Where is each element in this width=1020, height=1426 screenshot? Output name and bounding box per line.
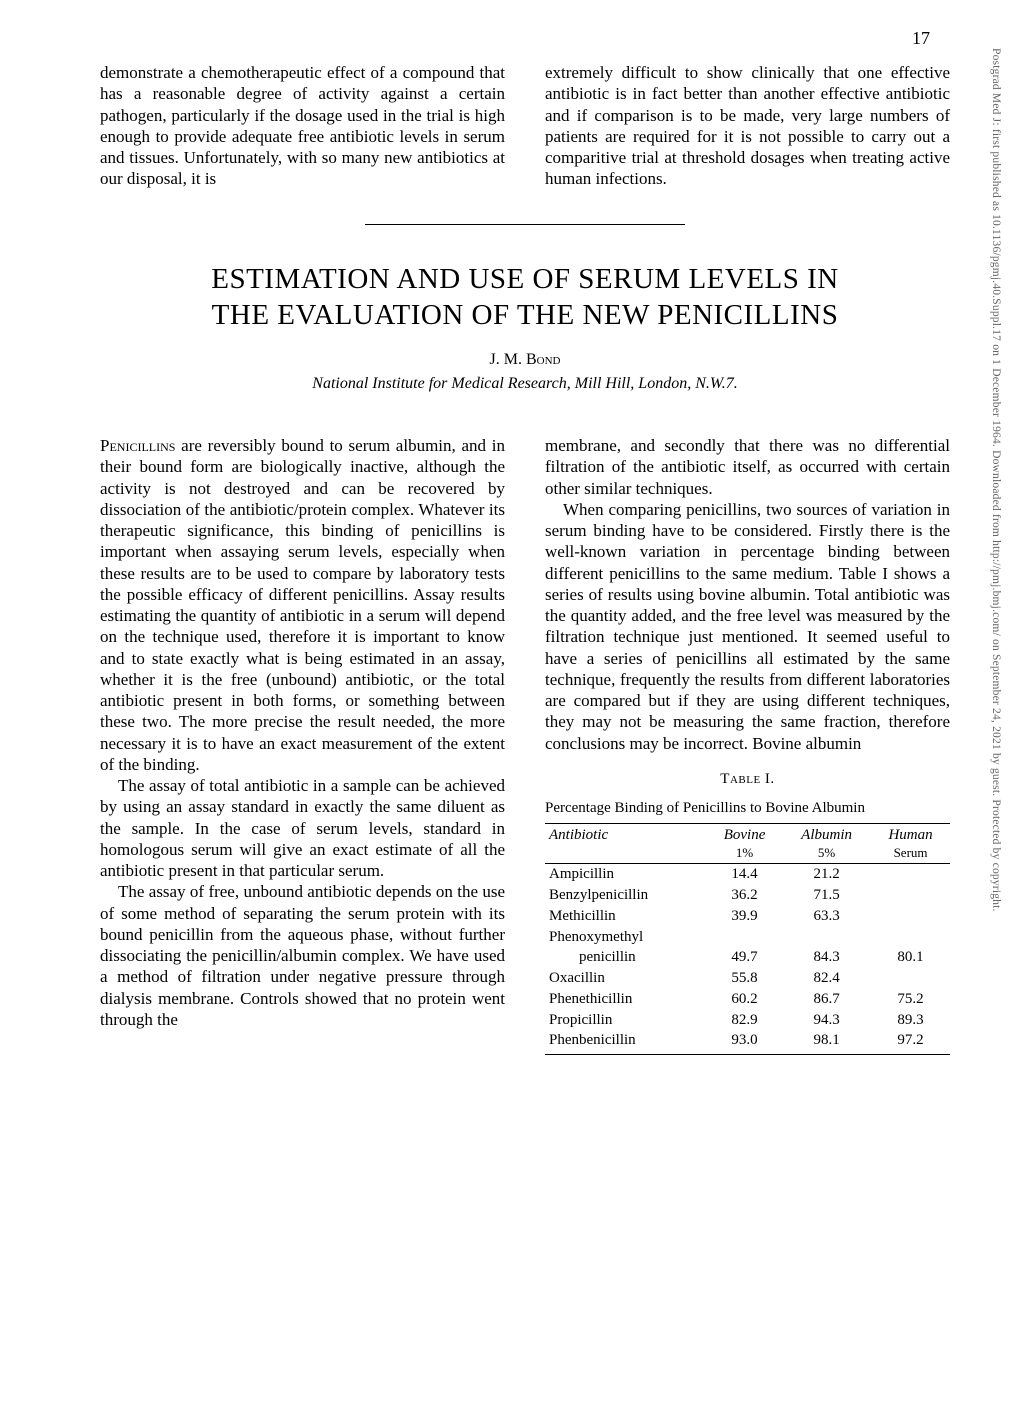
table-block: Table I. Percentage Binding of Penicilli… <box>545 770 950 1055</box>
col-sub-2: 5% <box>786 845 867 861</box>
table-cell: 82.9 <box>707 1010 782 1031</box>
table-cell <box>871 906 950 927</box>
table-cell <box>782 927 871 948</box>
table-cell <box>871 968 950 989</box>
table-cell: 21.2 <box>782 864 871 885</box>
table-cell: 63.3 <box>782 906 871 927</box>
body-paragraph-3: The assay of free, unbound antibiotic de… <box>100 881 505 1030</box>
title-line-2: THE EVALUATION OF THE NEW PENICILLINS <box>212 299 839 331</box>
table-cell: 71.5 <box>782 885 871 906</box>
table-cell: 60.2 <box>707 989 782 1010</box>
table-header-row: Antibiotic Bovine 1% Albumin 5% Human Serum <box>545 824 950 864</box>
body-paragraph-5: When comparing penicillins, two sources … <box>545 499 950 754</box>
title-line-1: ESTIMATION AND USE OF SERUM LEVELS IN <box>211 263 839 295</box>
table-cell: 84.3 <box>782 947 871 968</box>
table-cell <box>871 927 950 948</box>
table-cell: Oxacillin <box>545 968 707 989</box>
col-head-2: Albumin <box>801 827 852 843</box>
col-sub-3: Serum <box>875 845 946 861</box>
table-cell: 49.7 <box>707 947 782 968</box>
table-row: Oxacillin55.882.4 <box>545 968 950 989</box>
article-title: ESTIMATION AND USE OF SERUM LEVELS IN TH… <box>100 261 950 334</box>
body-paragraph-1: Penicillins are reversibly bound to seru… <box>100 435 505 775</box>
col-head-3: Human <box>888 827 932 843</box>
table-cell: 75.2 <box>871 989 950 1010</box>
table-cell: Phenoxymethyl <box>545 927 707 948</box>
table-row: Phenbenicillin93.098.197.2 <box>545 1030 950 1054</box>
table-cell: penicillin <box>545 947 707 968</box>
table-cell: 39.9 <box>707 906 782 927</box>
table-cell: Propicillin <box>545 1010 707 1031</box>
intro-left-paragraph: demonstrate a chemotherapeutic effect of… <box>100 62 505 190</box>
col-sub-1: 1% <box>711 845 778 861</box>
body-paragraph-4: membrane, and secondly that there was no… <box>545 435 950 499</box>
table-cell: 94.3 <box>782 1010 871 1031</box>
table-cell: 98.1 <box>782 1030 871 1054</box>
col-head-1: Bovine <box>724 827 766 843</box>
paragraph-1-text: are reversibly bound to serum albumin, a… <box>100 436 505 774</box>
table-row: Methicillin39.963.3 <box>545 906 950 927</box>
author-name: J. M. Bond <box>100 351 950 369</box>
table-body: Ampicillin14.421.2Benzylpenicillin36.271… <box>545 864 950 1055</box>
table-cell: 55.8 <box>707 968 782 989</box>
table-cell: Ampicillin <box>545 864 707 885</box>
table-cell: Phenbenicillin <box>545 1030 707 1054</box>
table-row: penicillin49.784.380.1 <box>545 947 950 968</box>
table-cell: Phenethicillin <box>545 989 707 1010</box>
table-cell: 97.2 <box>871 1030 950 1054</box>
table-cell: Benzylpenicillin <box>545 885 707 906</box>
section-divider <box>365 224 685 225</box>
table-cell: 36.2 <box>707 885 782 906</box>
intro-right-paragraph: extremely difficult to show clinically t… <box>545 62 950 190</box>
table-label: Table I. <box>545 770 950 789</box>
table-cell: 93.0 <box>707 1030 782 1054</box>
table-row: Phenethicillin60.286.775.2 <box>545 989 950 1010</box>
penicillin-binding-table: Antibiotic Bovine 1% Albumin 5% Human Serum… <box>545 823 950 1055</box>
watermark-text: Postgrad Med J: first published as 10.11… <box>988 48 1004 912</box>
table-row: Phenoxymethyl <box>545 927 950 948</box>
table-col-0: Antibiotic <box>545 824 707 864</box>
table-row: Ampicillin14.421.2 <box>545 864 950 885</box>
body-paragraph-2: The assay of total antibiotic in a sampl… <box>100 775 505 881</box>
table-cell: 14.4 <box>707 864 782 885</box>
table-cell: 86.7 <box>782 989 871 1010</box>
body-columns: Penicillins are reversibly bound to seru… <box>100 435 950 1055</box>
table-cell: 82.4 <box>782 968 871 989</box>
table-col-1: Bovine 1% <box>707 824 782 864</box>
intro-columns: demonstrate a chemotherapeutic effect of… <box>100 62 950 190</box>
table-cell <box>871 864 950 885</box>
table-row: Benzylpenicillin36.271.5 <box>545 885 950 906</box>
table-cell: Methicillin <box>545 906 707 927</box>
table-cell <box>707 927 782 948</box>
author-affiliation: National Institute for Medical Research,… <box>100 375 950 393</box>
col-head-0: Antibiotic <box>549 827 608 843</box>
table-cell: 89.3 <box>871 1010 950 1031</box>
table-cell <box>871 885 950 906</box>
page-number: 17 <box>912 28 930 49</box>
table-col-3: Human Serum <box>871 824 950 864</box>
table-col-2: Albumin 5% <box>782 824 871 864</box>
table-cell: 80.1 <box>871 947 950 968</box>
table-caption: Percentage Binding of Penicillins to Bov… <box>545 799 950 818</box>
paragraph-lead: Penicillins <box>100 436 175 455</box>
table-row: Propicillin82.994.389.3 <box>545 1010 950 1031</box>
